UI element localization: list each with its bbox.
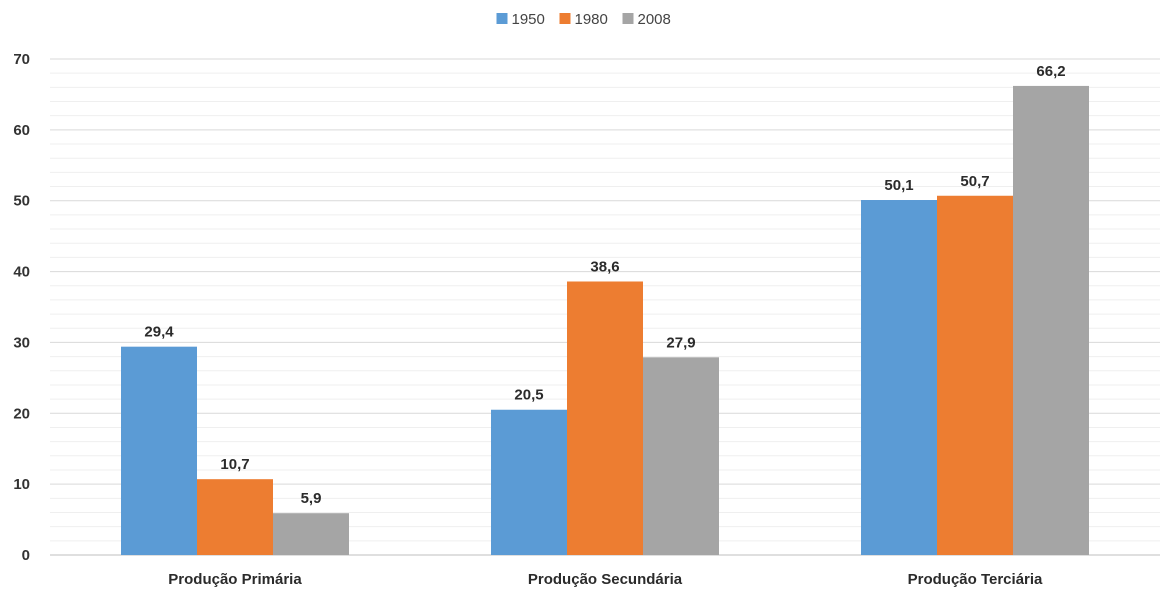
data-labels: 29,4 10,7 5,9 20,5 38,6 27,9 50,1 50,7 66,2 (144, 63, 1065, 507)
y-tick-label: 30 (13, 334, 30, 351)
y-tick-label: 70 (13, 51, 30, 68)
y-tick-label: 0 (22, 547, 30, 564)
legend-swatch-2008 (622, 13, 634, 24)
x-category-label: Produção Primária (168, 571, 302, 588)
legend-label: 1980 (575, 11, 608, 28)
bar-2008-3 (1013, 85, 1089, 555)
data-label: 66,2 (1036, 63, 1065, 80)
legend-label: 1950 (512, 11, 545, 28)
bar-1950-3 (861, 200, 937, 555)
y-tick-label: 10 (13, 476, 30, 493)
y-tick-label: 60 (13, 122, 30, 139)
data-label: 27,9 (666, 334, 695, 351)
y-tick-label: 40 (13, 264, 30, 281)
x-axis: Produção Primária Produção Secundária Prod… (168, 571, 1043, 588)
data-label: 10,7 (220, 456, 249, 473)
y-tick-label: 20 (13, 405, 30, 422)
y-tick-label: 50 (13, 193, 30, 210)
bar-1980-2 (567, 281, 643, 555)
bar-2008-2 (643, 357, 719, 555)
bar-2008-1 (273, 513, 349, 555)
data-label: 29,4 (144, 324, 174, 341)
legend: 1950 1980 2008 (496, 11, 671, 28)
bar-1950-2 (491, 409, 567, 555)
data-label: 50,1 (884, 177, 913, 194)
data-label: 50,7 (960, 173, 989, 190)
bar-1950-1 (121, 346, 197, 555)
bars (121, 85, 1089, 556)
data-label: 5,9 (301, 490, 322, 507)
x-category-label: Produção Secundária (528, 571, 683, 588)
data-label: 38,6 (590, 258, 619, 275)
legend-label: 2008 (638, 11, 671, 28)
bar-1980-3 (937, 195, 1013, 556)
legend-swatch-1980 (559, 13, 571, 24)
legend-swatch-1950 (496, 13, 508, 24)
bar-1980-1 (197, 479, 273, 555)
data-label: 20,5 (514, 387, 543, 404)
x-category-label: Produção Terciária (908, 571, 1043, 588)
